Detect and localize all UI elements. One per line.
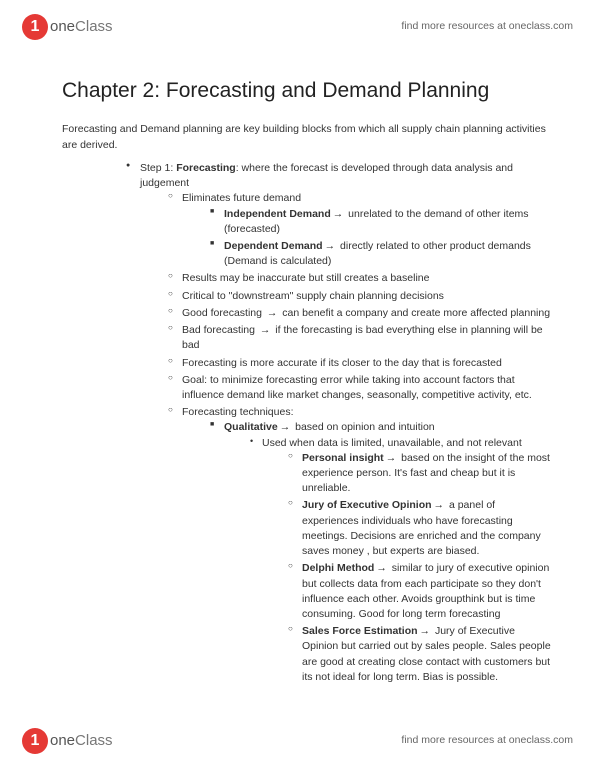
list-item: Critical to "downstream" supply chain pl… <box>166 289 553 304</box>
list-item: Forecasting is more accurate if its clos… <box>166 356 553 371</box>
footer-tagline[interactable]: find more resources at oneclass.com <box>401 733 573 748</box>
list-item: Sales Force Estimation→ Jury of Executiv… <box>286 624 553 685</box>
step1-prefix: Step 1: <box>140 162 176 174</box>
arrow-icon: → <box>278 421 293 433</box>
text: Used when data is limited, unavailable, … <box>262 437 522 449</box>
list-item: Delphi Method→ similar to jury of execut… <box>286 561 553 622</box>
text-bold: Sales Force Estimation <box>302 625 418 637</box>
list-item: Personal insight→ based on the insight o… <box>286 451 553 497</box>
list-item: Eliminates future demand Independent Dem… <box>166 191 553 269</box>
list-item: Goal: to minimize forecasting error whil… <box>166 373 553 403</box>
step1-bold: Forecasting <box>176 162 236 174</box>
text: Goal: to minimize forecasting error whil… <box>182 374 532 401</box>
brand-logo: 1 oneClass <box>22 14 113 40</box>
logo-word-one: one <box>50 732 75 749</box>
arrow-icon: → <box>323 240 338 252</box>
logo-text: oneClass <box>50 730 113 752</box>
list-item: Qualitative→ based on opinion and intuit… <box>208 420 553 685</box>
text: can benefit a company and create more af… <box>279 307 550 319</box>
list-item: Bad forecasting → if the forecasting is … <box>166 323 553 353</box>
logo-word-one: one <box>50 18 75 35</box>
list-item: Used when data is limited, unavailable, … <box>246 436 553 686</box>
list-item: Jury of Executive Opinion→ a panel of ex… <box>286 498 553 559</box>
arrow-icon: → <box>418 625 433 637</box>
header-tagline[interactable]: find more resources at oneclass.com <box>401 19 573 34</box>
footer-bar: 1 oneClass find more resources at onecla… <box>0 718 595 764</box>
text-bold: Independent Demand <box>224 208 331 220</box>
list-item: Dependent Demand→ directly related to ot… <box>208 239 553 269</box>
text-bold: Qualitative <box>224 421 278 433</box>
header-bar: 1 oneClass find more resources at onecla… <box>0 4 595 50</box>
text: Critical to "downstream" supply chain pl… <box>182 290 444 302</box>
arrow-icon: → <box>432 499 447 511</box>
logo-mark-icon: 1 <box>22 728 48 754</box>
text-bold: Jury of Executive Opinion <box>302 499 432 511</box>
text-bold: Personal insight <box>302 452 384 464</box>
text: Good forecasting <box>182 307 265 319</box>
brand-logo-footer: 1 oneClass <box>22 728 113 754</box>
arrow-icon: → <box>265 307 280 319</box>
arrow-icon: → <box>331 208 346 220</box>
text: Results may be inaccurate but still crea… <box>182 272 429 284</box>
text-bold: Delphi Method <box>302 562 374 574</box>
arrow-icon: → <box>258 324 273 336</box>
logo-mark-icon: 1 <box>22 14 48 40</box>
text: Bad forecasting <box>182 324 258 336</box>
arrow-icon: → <box>374 562 389 574</box>
list-item: Good forecasting → can benefit a company… <box>166 306 553 321</box>
intro-paragraph: Forecasting and Demand planning are key … <box>62 122 553 152</box>
text: Forecasting techniques: <box>182 406 293 418</box>
text: Forecasting is more accurate if its clos… <box>182 357 502 369</box>
list-item: Forecasting techniques: Qualitative→ bas… <box>166 405 553 685</box>
list-item: Results may be inaccurate but still crea… <box>166 271 553 286</box>
list-item: Step 1: Forecasting: where the forecast … <box>124 161 553 685</box>
text: Eliminates future demand <box>182 192 301 204</box>
list-item: Independent Demand→ unrelated to the dem… <box>208 207 553 237</box>
text: based on opinion and intuition <box>292 421 434 433</box>
document-body: Chapter 2: Forecasting and Demand Planni… <box>62 76 553 687</box>
logo-word-class: Class <box>75 18 113 35</box>
arrow-icon: → <box>384 452 399 464</box>
page-title: Chapter 2: Forecasting and Demand Planni… <box>62 76 553 106</box>
text-bold: Dependent Demand <box>224 240 323 252</box>
logo-text: oneClass <box>50 16 113 38</box>
logo-word-class: Class <box>75 732 113 749</box>
